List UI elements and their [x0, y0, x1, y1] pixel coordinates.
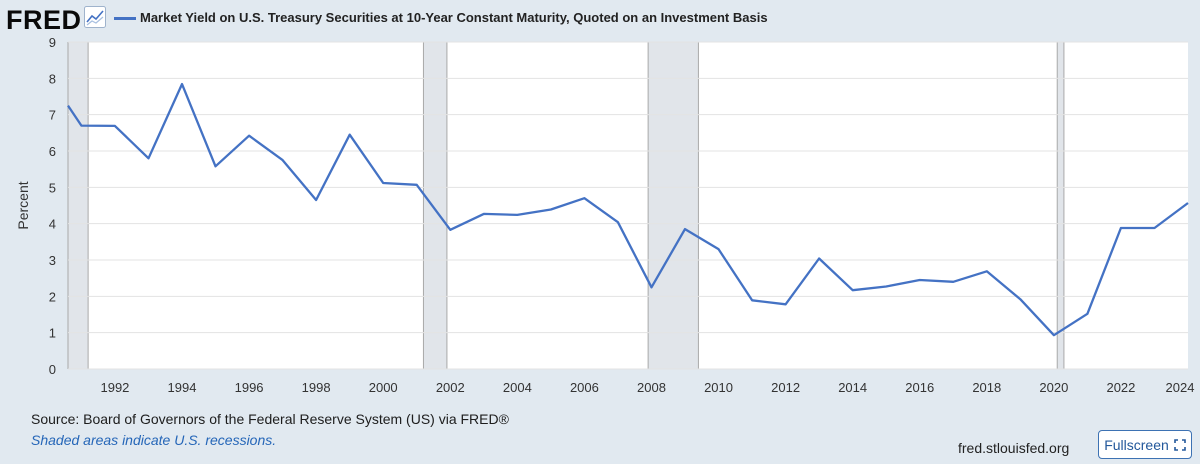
x-tick-label: 2006	[570, 380, 599, 395]
y-tick-label: 4	[49, 217, 56, 232]
y-tick-label: 0	[49, 362, 56, 377]
x-tick-label: 1998	[302, 380, 331, 395]
x-axis-ticks: 1992 1994 1996 1998 2000 2002 2004 2006 2008 2010…	[100, 380, 1194, 395]
x-tick-label: 2012	[771, 380, 800, 395]
x-tick-label: 2024	[1166, 380, 1195, 395]
y-tick-label: 6	[49, 144, 56, 159]
recession-shading	[67, 42, 1065, 369]
x-tick-label: 1992	[100, 380, 129, 395]
recession-note: Shaded areas indicate U.S. recessions.	[31, 432, 277, 448]
x-tick-label: 2010	[704, 380, 733, 395]
series-line[interactable]	[67, 82, 1189, 337]
y-axis-ticks: 0 1 2 3 4 5 6 7 8 9	[49, 35, 56, 377]
x-tick-label: 2016	[905, 380, 934, 395]
x-tick-label: 1994	[168, 380, 197, 395]
recession-band-2	[648, 42, 699, 369]
x-tick-label: 2018	[972, 380, 1001, 395]
fullscreen-label: Fullscreen	[1104, 436, 1169, 453]
chart-area: 0 1 2 3 4 5 6 7 8 9 1992 1994 1996 1998 2000 2002 2004 2…	[15, 35, 1194, 395]
recession-band-3	[1057, 42, 1064, 369]
y-tick-label: 8	[49, 71, 56, 86]
legend-line-swatch	[114, 17, 136, 20]
y-tick-label: 1	[49, 326, 56, 341]
x-tick-label: 1996	[235, 380, 264, 395]
recession-band-0	[68, 42, 89, 369]
source-text: Source: Board of Governors of the Federa…	[31, 411, 509, 427]
x-tick-label: 2022	[1106, 380, 1135, 395]
line-chart-icon	[84, 6, 106, 28]
y-tick-label: 7	[49, 108, 56, 123]
x-tick-label: 2000	[369, 380, 398, 395]
y-tick-label: 9	[49, 35, 56, 50]
legend-series-title[interactable]: Market Yield on U.S. Treasury Securities…	[140, 10, 768, 25]
y-tick-label: 3	[49, 253, 56, 268]
gridlines	[68, 41, 1188, 370]
expand-icon	[1173, 438, 1186, 451]
site-url[interactable]: fred.stlouisfed.org	[958, 440, 1070, 456]
fullscreen-button[interactable]: Fullscreen	[1098, 430, 1192, 459]
x-tick-label: 2004	[503, 380, 532, 395]
y-axis-label: Percent	[15, 181, 31, 229]
x-tick-label: 2020	[1039, 380, 1068, 395]
x-tick-label: 2014	[838, 380, 867, 395]
x-tick-label: 2008	[637, 380, 666, 395]
plot-background	[68, 42, 1188, 369]
chart-header: FRED Market Yield on U.S. Treasury Secur…	[0, 0, 1200, 36]
y-tick-label: 2	[49, 289, 56, 304]
y-tick-label: 5	[49, 180, 56, 195]
fred-logo[interactable]: FRED	[6, 5, 82, 35]
x-tick-label: 2002	[436, 380, 465, 395]
recession-band-1	[423, 42, 447, 369]
